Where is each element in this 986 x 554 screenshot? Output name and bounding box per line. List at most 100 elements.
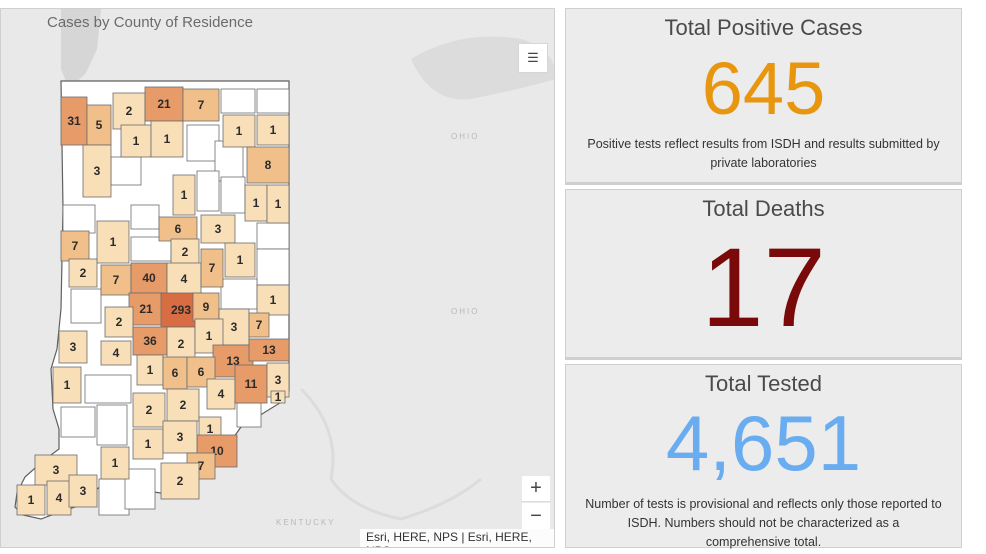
county-case-label: 1 — [207, 422, 214, 436]
county-case-label: 7 — [256, 318, 263, 332]
county-shape[interactable] — [200, 248, 224, 288]
zoom-out-button[interactable]: − — [522, 503, 550, 529]
county-shape[interactable] — [100, 446, 130, 480]
map-panel[interactable]: OHIO OHIO KENTUCKY 31 5 2 21 7 1 1 1 1 3 8 1 1 1 6 3 1 7 2… — [0, 8, 555, 548]
county-case-label: 40 — [142, 271, 156, 285]
county-no-cases[interactable] — [60, 406, 96, 438]
county-shape[interactable] — [200, 214, 236, 244]
county-case-label: 4 — [113, 346, 120, 360]
county-no-cases[interactable] — [220, 88, 256, 114]
county-case-label: 6 — [175, 222, 182, 236]
total-tested-title: Total Tested — [704, 371, 822, 396]
county-no-cases[interactable] — [130, 204, 160, 230]
county-case-label: 6 — [172, 366, 179, 380]
legend-button[interactable]: ☰ — [518, 43, 548, 73]
county-case-label: 1 — [112, 456, 119, 470]
county-no-cases[interactable] — [110, 156, 142, 186]
county-shape[interactable] — [132, 392, 166, 428]
county-case-label: 13 — [262, 343, 276, 357]
county-shape[interactable] — [206, 378, 236, 410]
county-case-label: 1 — [206, 329, 213, 343]
county-no-cases[interactable] — [70, 288, 102, 324]
basemap-label-ohio-2: OHIO — [451, 307, 479, 316]
county-case-label: 1 — [145, 437, 152, 451]
county-case-label: 31 — [67, 114, 81, 128]
map-canvas[interactable]: OHIO OHIO KENTUCKY 31 52 21 71 11 13 81 116 317 2… — [1, 9, 555, 548]
county-no-cases[interactable] — [98, 478, 130, 516]
county-shape[interactable] — [16, 484, 46, 516]
county-shape[interactable] — [68, 474, 98, 508]
county-shape[interactable] — [270, 390, 286, 404]
county-case-label: 2 — [178, 337, 185, 351]
county-no-cases[interactable] — [196, 170, 220, 212]
county-shape[interactable] — [132, 428, 164, 460]
county-shape[interactable] — [100, 264, 132, 296]
county-shape[interactable] — [60, 96, 88, 146]
county-shape[interactable] — [100, 340, 132, 366]
county-shape[interactable] — [162, 356, 188, 390]
county-shape[interactable] — [104, 306, 134, 338]
county-shape[interactable] — [46, 480, 72, 516]
county-shape[interactable] — [132, 326, 168, 356]
county-no-cases[interactable] — [220, 278, 258, 310]
county-no-cases[interactable] — [186, 124, 220, 162]
county-shape[interactable] — [120, 124, 152, 158]
county-shape[interactable] — [68, 258, 98, 288]
county-no-cases[interactable] — [256, 222, 290, 250]
county-no-cases[interactable] — [256, 88, 290, 114]
county-shape[interactable] — [234, 364, 268, 404]
county-no-cases[interactable] — [62, 204, 96, 234]
county-no-cases[interactable] — [124, 468, 156, 510]
map-title: Cases by County of Residence — [47, 14, 253, 31]
card-divider — [565, 358, 962, 360]
county-no-cases[interactable] — [214, 140, 244, 182]
county-shape[interactable] — [266, 184, 290, 224]
county-shape[interactable] — [136, 354, 164, 386]
county-case-label: 11 — [245, 377, 258, 391]
county-shape[interactable] — [222, 114, 256, 148]
county-no-cases[interactable] — [96, 404, 128, 446]
county-shape[interactable] — [162, 420, 198, 454]
total-deaths-card: Total Deaths 17 — [565, 189, 962, 358]
county-shape[interactable] — [248, 338, 290, 362]
county-shape[interactable] — [172, 174, 196, 216]
county-shape[interactable] — [82, 144, 112, 198]
county-shape[interactable] — [246, 146, 290, 184]
county-shape[interactable] — [158, 216, 198, 242]
county-shape[interactable] — [34, 454, 78, 486]
county-case-label: 21 — [157, 97, 171, 111]
county-case-label: 2 — [80, 266, 87, 280]
county-case-label: 3 — [94, 164, 101, 178]
county-shape[interactable] — [96, 220, 130, 264]
zoom-in-button[interactable]: + — [522, 476, 550, 502]
county-no-cases[interactable] — [236, 402, 262, 428]
county-shape[interactable] — [112, 92, 146, 130]
county-no-cases[interactable] — [256, 248, 290, 286]
county-shape[interactable] — [144, 86, 184, 122]
total-deaths-title: Total Deaths — [702, 196, 825, 221]
total-positive-title: Total Positive Cases — [664, 15, 863, 40]
county-no-cases[interactable] — [220, 176, 246, 214]
county-case-label: 4 — [56, 491, 63, 505]
county-case-label: 3 — [53, 463, 60, 477]
county-case-label: 3 — [80, 484, 87, 498]
county-shape[interactable] — [52, 366, 82, 404]
county-shape[interactable] — [218, 308, 250, 346]
county-shape[interactable] — [150, 120, 184, 158]
county-shape[interactable] — [224, 242, 256, 278]
county-shape[interactable] — [256, 284, 290, 316]
county-shape[interactable] — [86, 104, 112, 146]
county-shape[interactable] — [58, 330, 88, 364]
total-positive-value: 645 — [701, 47, 826, 130]
county-shape[interactable] — [182, 88, 220, 122]
county-case-label: 2 — [182, 245, 189, 259]
county-shape[interactable] — [256, 114, 290, 146]
county-case-label: 7 — [113, 273, 120, 287]
county-no-cases[interactable] — [84, 374, 132, 404]
county-case-label: 1 — [275, 197, 282, 211]
county-shape[interactable] — [166, 388, 200, 422]
county-case-label: 7 — [198, 459, 205, 473]
county-shape[interactable] — [248, 312, 270, 338]
county-shape[interactable] — [160, 462, 200, 500]
